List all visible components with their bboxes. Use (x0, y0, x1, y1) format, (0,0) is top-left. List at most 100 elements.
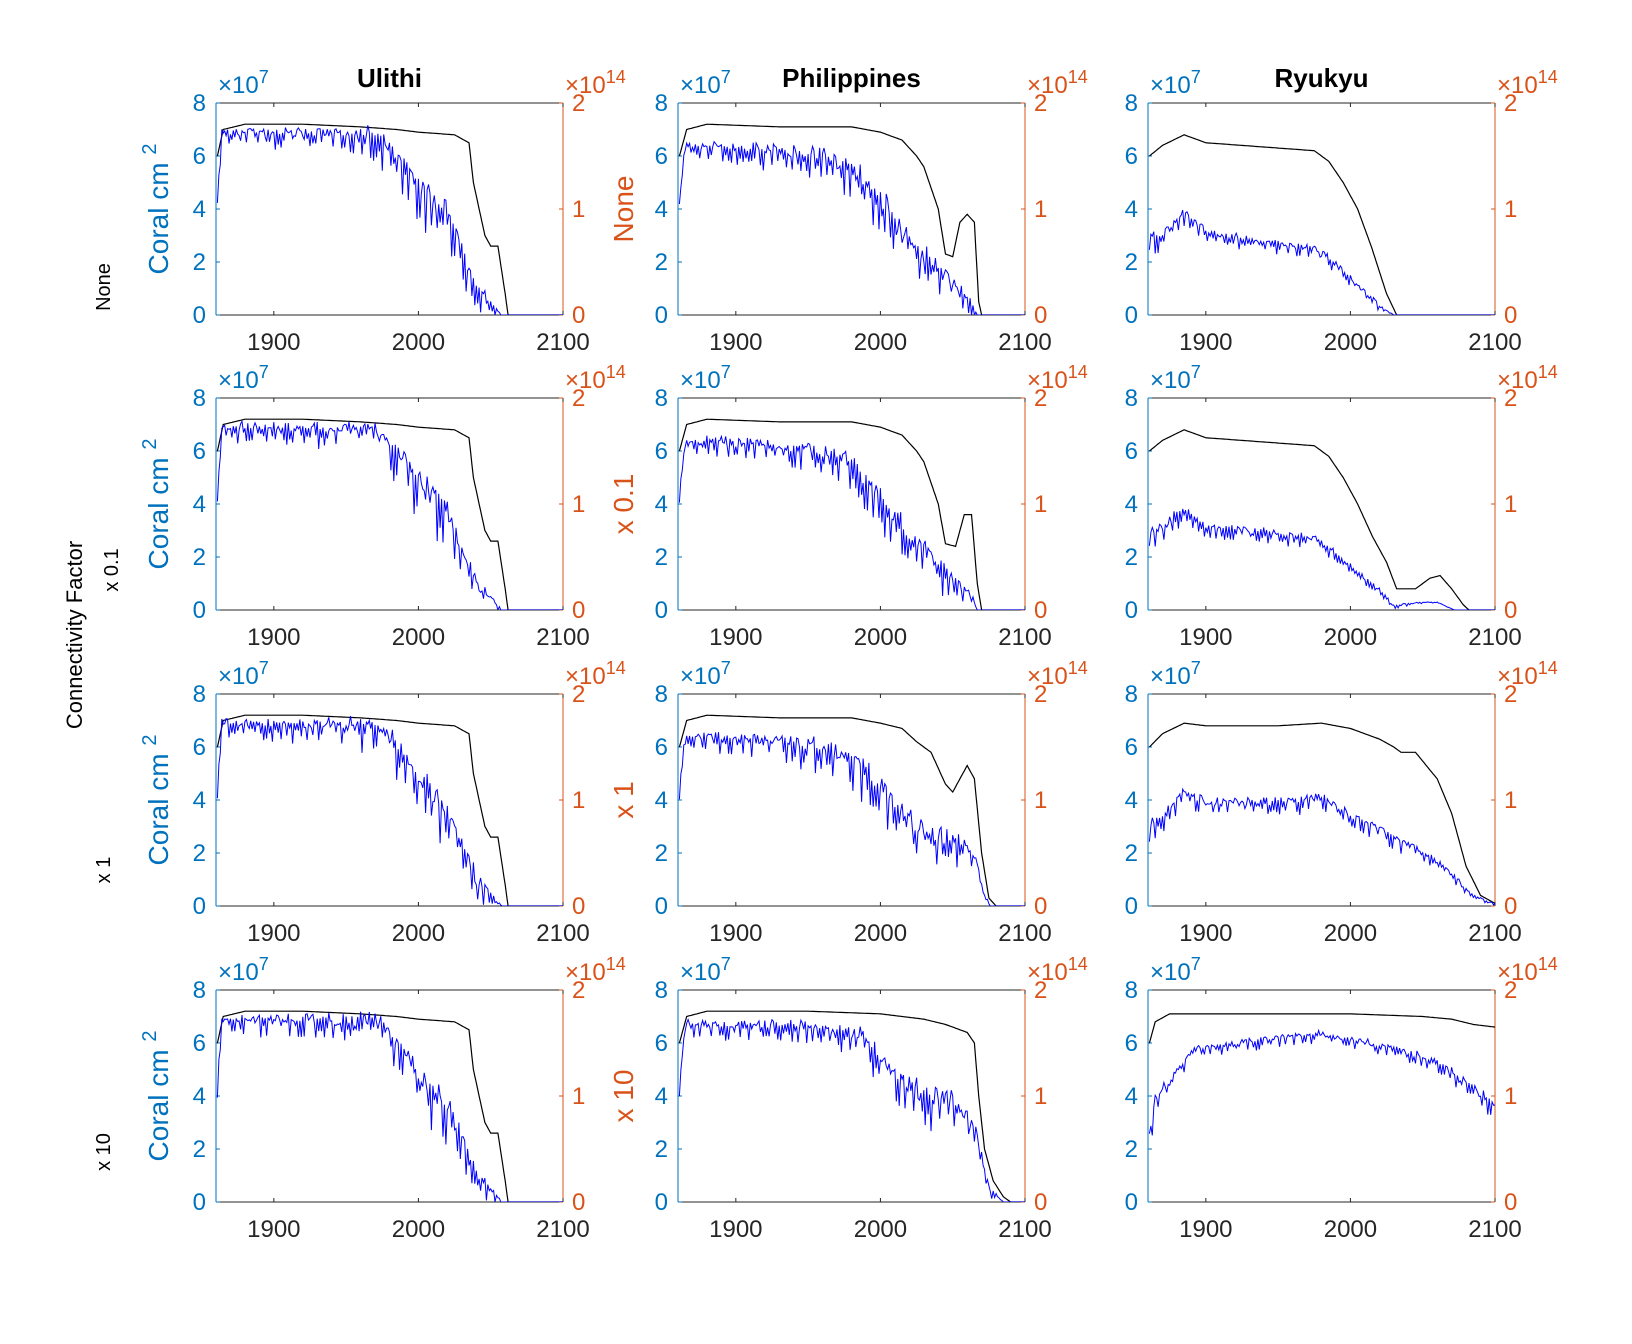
column-title: Ryukyu (1275, 63, 1369, 93)
x-tick-label: 1900 (1179, 1216, 1232, 1243)
left-y-tick-label: 4 (1125, 491, 1138, 518)
left-y-tick-label: 8 (193, 977, 206, 1004)
left-exponent-power: 7 (1191, 954, 1201, 974)
middle-row-label: x 10 (608, 1070, 639, 1123)
right-y-tick-label: 0 (1504, 597, 1517, 624)
left-exponent-power: 7 (721, 67, 731, 87)
coral-series-line (678, 434, 1025, 610)
symbiont-series-line (1149, 134, 1495, 315)
right-y-tick-label: 0 (1034, 1189, 1047, 1216)
middle-row-label: None (608, 176, 639, 243)
right-y-tick-label: 2 (1034, 681, 1047, 708)
symbiont-series-line (678, 1010, 1025, 1202)
row-label-0: None (93, 263, 115, 311)
left-y-tick-label: 2 (193, 249, 206, 276)
right-y-tick-label: 2 (1504, 90, 1517, 117)
left-y-tick-label: 4 (655, 196, 668, 223)
left-exponent-label: ×107 (218, 954, 269, 986)
coral-series-line (1148, 508, 1495, 610)
left-y-tick-label: 2 (1125, 1136, 1138, 1163)
left-y-tick-label: 6 (193, 734, 206, 761)
right-y-tick-label: 1 (1504, 196, 1517, 223)
left-exponent-power: 7 (259, 954, 269, 974)
x-tick-label: 1900 (709, 920, 762, 947)
x-tick-label: 1900 (247, 1216, 300, 1243)
row-label-1: x 0.1 (101, 548, 123, 591)
coral-series-line (216, 419, 563, 610)
coral-series-line (1148, 1028, 1495, 1136)
left-y-tick-label: 8 (193, 90, 206, 117)
symbiont-series-line (678, 714, 1025, 906)
left-y-axis-label-superscript: 2 (139, 144, 161, 155)
x-tick-label: 1900 (1179, 920, 1232, 947)
coral-series-line (678, 732, 1025, 906)
coral-series-line (216, 125, 563, 315)
x-tick-label: 2100 (998, 920, 1051, 947)
left-exponent-power: 7 (1191, 658, 1201, 678)
left-y-tick-label: 0 (193, 302, 206, 329)
right-y-tick-label: 1 (572, 491, 585, 518)
right-exponent-label: ×1014 (565, 658, 626, 690)
row-label-2: x 1 (93, 857, 115, 884)
left-y-tick-label: 4 (1125, 1083, 1138, 1110)
right-exponent-power: 14 (1538, 67, 1558, 87)
left-exponent-power: 7 (259, 362, 269, 382)
left-y-tick-label: 8 (655, 977, 668, 1004)
left-y-tick-label: 4 (655, 1083, 668, 1110)
right-exponent-label: ×1014 (1027, 658, 1088, 690)
left-exponent-power: 7 (721, 954, 731, 974)
right-y-tick-label: 1 (572, 787, 585, 814)
right-exponent-label: ×1014 (565, 362, 626, 394)
x-tick-label: 1900 (709, 1216, 762, 1243)
symbiont-series-line (216, 1010, 563, 1202)
middle-row-label: x 1 (608, 781, 639, 818)
left-y-tick-label: 4 (193, 491, 206, 518)
coral-series-line (1148, 787, 1495, 906)
x-tick-label: 2100 (998, 329, 1051, 356)
x-tick-label: 2100 (536, 624, 589, 651)
left-y-tick-label: 2 (193, 840, 206, 867)
left-y-tick-label: 0 (193, 597, 206, 624)
left-exponent-label: ×107 (1150, 658, 1201, 690)
right-exponent-label: ×1014 (1027, 362, 1088, 394)
left-exponent-label: ×107 (1150, 362, 1201, 394)
left-y-tick-label: 8 (655, 90, 668, 117)
left-y-tick-label: 8 (655, 681, 668, 708)
left-y-tick-label: 8 (1125, 90, 1138, 117)
left-exponent-power: 7 (721, 362, 731, 382)
row-header-title: Connectivity Factor (62, 541, 87, 729)
left-y-axis-label-superscript: 2 (139, 1031, 161, 1042)
left-exponent-power: 7 (259, 67, 269, 87)
x-tick-label: 2100 (536, 329, 589, 356)
right-exponent-power: 14 (1068, 954, 1088, 974)
right-y-tick-label: 1 (1504, 787, 1517, 814)
column-title: Philippines (782, 63, 921, 93)
right-y-tick-label: 1 (1504, 1083, 1517, 1110)
left-y-tick-label: 8 (655, 385, 668, 412)
right-y-tick-label: 2 (1504, 977, 1517, 1004)
left-y-tick-label: 2 (655, 249, 668, 276)
right-y-tick-label: 2 (1034, 385, 1047, 412)
symbiont-series-line (678, 418, 1025, 610)
left-y-tick-label: 4 (1125, 196, 1138, 223)
left-y-tick-label: 6 (193, 1030, 206, 1057)
left-y-tick-label: 8 (193, 681, 206, 708)
x-tick-label: 1900 (1179, 329, 1232, 356)
left-exponent-label: ×107 (1150, 67, 1201, 99)
right-y-tick-label: 0 (1034, 893, 1047, 920)
right-exponent-label: ×1014 (1497, 658, 1558, 690)
right-exponent-label: ×1014 (565, 67, 626, 99)
left-y-tick-label: 0 (193, 893, 206, 920)
coral-series-line (216, 716, 563, 906)
x-tick-label: 2000 (854, 624, 907, 651)
right-y-tick-label: 0 (572, 893, 585, 920)
right-y-tick-label: 2 (572, 90, 585, 117)
left-y-tick-label: 4 (655, 787, 668, 814)
left-exponent-label: ×107 (218, 658, 269, 690)
left-exponent-label: ×107 (680, 954, 731, 986)
left-y-tick-label: 8 (1125, 385, 1138, 412)
left-y-tick-label: 2 (655, 544, 668, 571)
